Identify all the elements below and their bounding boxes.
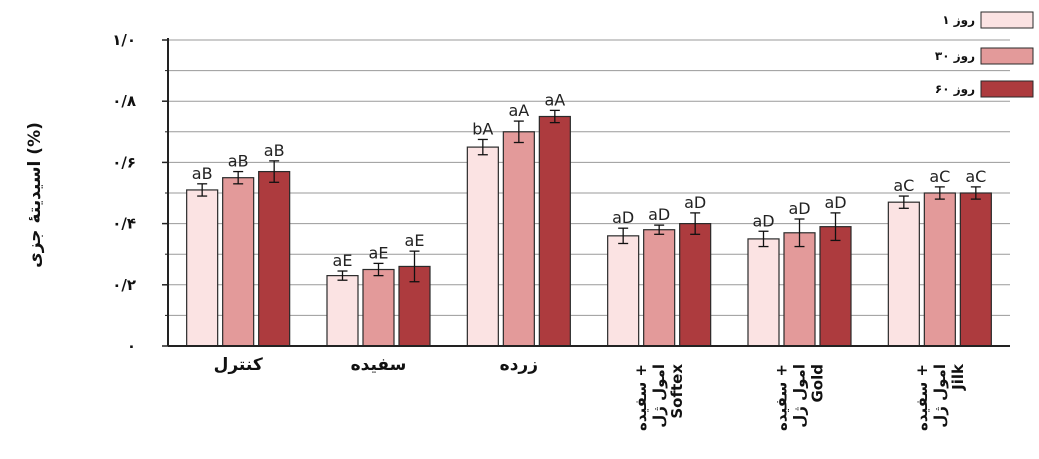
y-tick-label: ۱/۰ xyxy=(112,31,136,49)
data-label: aD xyxy=(612,208,634,227)
category-label-line: Softex xyxy=(668,364,686,419)
legend-label: روز ۱ xyxy=(942,13,975,28)
data-label: aE xyxy=(369,243,389,262)
category-label-line: Jilk xyxy=(949,363,967,391)
category-label-line: سفیده + xyxy=(632,364,650,431)
legend-label: روز ۶۰ xyxy=(935,82,975,97)
category-label-line: امول ژل xyxy=(650,364,668,428)
category-label-line: سفیده + xyxy=(773,364,791,431)
y-tick-label: ۰ xyxy=(127,337,136,355)
bar xyxy=(222,177,255,347)
data-label: aE xyxy=(405,231,425,250)
category-label-group: سفیده + امول ژل Softex xyxy=(632,364,686,431)
bar xyxy=(819,226,852,347)
legend-label: روز ۳۰ xyxy=(935,49,975,64)
y-tick-label: ۰/۲ xyxy=(112,276,136,294)
data-label: aC xyxy=(965,167,986,186)
bar xyxy=(186,189,219,347)
data-label: aB xyxy=(192,164,213,183)
bar xyxy=(538,115,571,347)
data-label: aB xyxy=(264,141,285,160)
bar xyxy=(607,235,640,347)
bar xyxy=(466,146,499,347)
data-label: aA xyxy=(508,101,529,120)
y-tick-label: ۰/۶ xyxy=(112,153,136,171)
data-label: bA xyxy=(472,119,493,138)
bar xyxy=(258,170,291,347)
category-label-line: امول ژل xyxy=(931,364,949,428)
bar xyxy=(923,192,956,347)
bar xyxy=(747,238,780,347)
category-label: سفیده xyxy=(351,355,407,375)
bar xyxy=(959,192,992,347)
data-label: aD xyxy=(824,193,846,212)
category-label-line: Gold xyxy=(809,364,827,403)
bar xyxy=(502,131,535,347)
bar xyxy=(326,275,359,347)
data-label: aC xyxy=(929,167,950,186)
data-label: aD xyxy=(752,211,774,230)
bar xyxy=(783,232,816,347)
category-label: کنترل xyxy=(214,355,263,375)
legend-swatch xyxy=(980,80,1034,98)
data-label: aC xyxy=(893,176,914,195)
category-label: زرده xyxy=(500,355,538,375)
y-tick-label: ۰/۸ xyxy=(112,92,136,110)
bar xyxy=(362,268,395,347)
data-label: aD xyxy=(684,193,706,212)
data-label: aE xyxy=(333,251,353,270)
bar xyxy=(887,201,920,347)
legend-swatch xyxy=(980,11,1034,29)
data-label: aD xyxy=(648,205,670,224)
data-label: aA xyxy=(544,90,565,109)
legend-swatch xyxy=(980,47,1034,65)
category-label-group: سفیده + امول ژل Gold xyxy=(773,364,827,431)
bar xyxy=(643,229,676,347)
category-label-line: سفیده + xyxy=(913,364,931,431)
data-label: aB xyxy=(228,152,249,171)
category-label-line: امول ژل xyxy=(791,364,809,428)
y-axis-title: اسیدیتهٔ جزی (%) xyxy=(25,122,45,268)
y-tick-label: ۰/۴ xyxy=(112,215,136,233)
data-label: aD xyxy=(788,199,810,218)
bar xyxy=(679,223,712,347)
category-label-group: سفیده + امول ژل Jilk xyxy=(913,363,967,431)
